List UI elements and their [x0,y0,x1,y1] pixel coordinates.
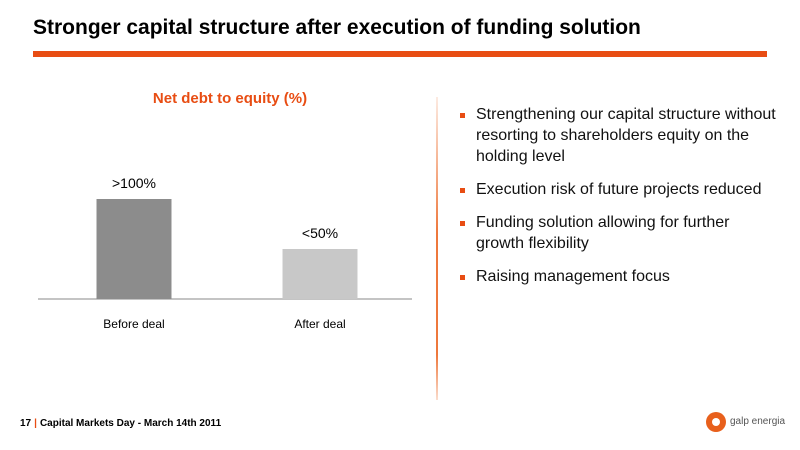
bar-1 [282,249,358,299]
footer: 17 | Capital Markets Day - March 14th 2011 [20,418,221,429]
category-label-0: Before deal [103,317,164,331]
data-label-0: >100% [112,175,156,191]
category-label-1: After deal [294,317,345,331]
data-label-1: <50% [302,225,338,241]
title-underline [33,51,767,57]
logo-text: galp energia [730,416,786,427]
bar-0 [96,199,172,299]
footer-separator: | [34,418,37,429]
page-number: 17 [20,418,32,429]
bullet-marker-icon [460,275,465,280]
bullet-text: Strengthening our capital structure with… [476,106,776,165]
slide-title: Stronger capital structure after executi… [33,16,641,39]
bullet-text: Execution risk of future projects reduce… [476,181,762,198]
bullet-item: Raising management focus [458,266,778,287]
bullet-marker-icon [460,221,465,226]
vertical-divider [436,97,438,400]
bullet-item: Funding solution allowing for further gr… [458,212,778,254]
chart-title: Net debt to equity (%) [152,90,308,107]
net-debt-chart: >100% Before deal <50% After deal [38,175,412,331]
bullet-marker-icon [460,113,465,118]
footer-text: Capital Markets Day - March 14th 2011 [39,418,222,429]
bullet-item: Execution risk of future projects reduce… [458,179,778,200]
bullet-marker-icon [460,188,465,193]
bullet-text: Raising management focus [476,268,670,285]
bullet-list: Strengthening our capital structure with… [458,104,778,299]
galp-logo-icon [706,412,726,432]
bullet-text: Funding solution allowing for further gr… [476,214,730,252]
bullet-item: Strengthening our capital structure with… [458,104,778,167]
